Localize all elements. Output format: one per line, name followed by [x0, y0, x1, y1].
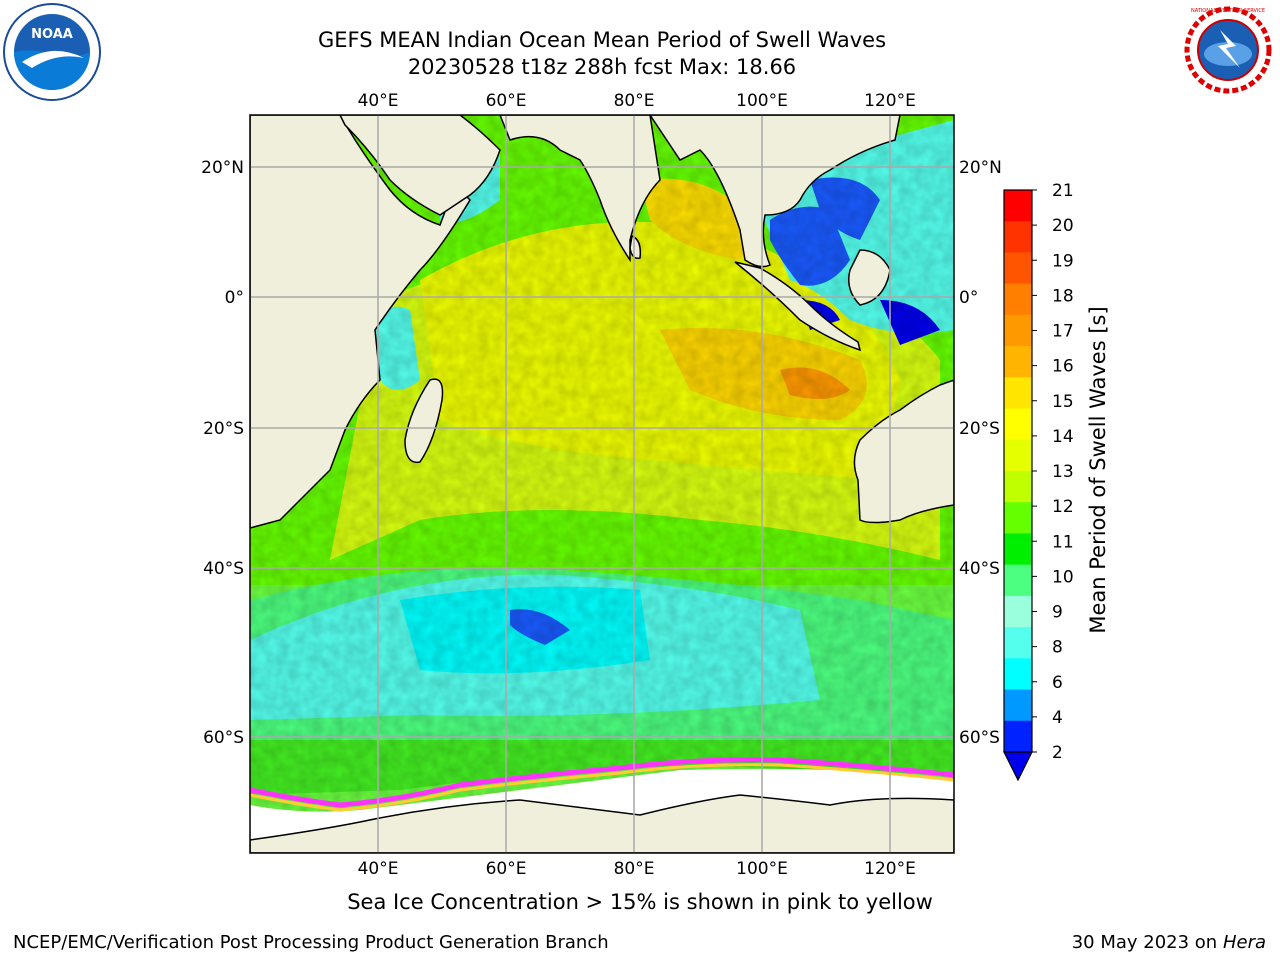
colorbar-swatch [1004, 595, 1032, 628]
colorbar-tick-label: 20 [1052, 216, 1074, 236]
colorbar-swatch [1004, 689, 1032, 722]
nws-logo-text: NATIONAL WEATHER SERVICE [1191, 8, 1265, 14]
colorbar-swatch [1004, 564, 1032, 597]
colorbar-extend-arrow [1003, 751, 1033, 782]
colorbar-tick-label: 18 [1052, 286, 1074, 306]
colorbar-tick-label: 11 [1052, 532, 1074, 552]
colorbar-tick-label: 12 [1052, 497, 1074, 517]
left-lat-label: 60°S [203, 728, 244, 748]
bottom-lon-label: 60°E [486, 859, 527, 879]
colorbar-swatch [1004, 346, 1032, 378]
colorbar-swatch [1004, 377, 1032, 410]
bottom-lon-label: 40°E [358, 859, 399, 879]
colorbar-tick-label: 2 [1052, 743, 1063, 763]
chart-title: GEFS MEAN Indian Ocean Mean Period of Sw… [317, 28, 887, 52]
top-lon-label: 100°E [736, 91, 788, 111]
colorbar-swatch [1004, 439, 1032, 472]
footer-date: 30 May 2023 on Hera [1072, 932, 1266, 953]
left-lat-label: 20°N [201, 158, 244, 178]
colorbar-swatch [1004, 252, 1032, 285]
noaa-logo: NOAA [3, 3, 101, 101]
noaa-logo-text: NOAA [31, 27, 73, 42]
left-lat-label: 40°S [203, 559, 244, 579]
colorbar-label: Mean Period of Swell Waves [s] [1086, 306, 1110, 633]
right-lat-label: 40°S [959, 559, 1000, 579]
colorbar-swatch [1004, 283, 1032, 316]
colorbar-swatch [1004, 533, 1032, 566]
sea-ice-note: Sea Ice Concentration > 15% is shown in … [347, 890, 933, 914]
colorbar-swatch [1004, 190, 1032, 222]
colorbar-tick-label: 8 [1052, 638, 1063, 658]
footer-credit: NCEP/EMC/Verification Post Processing Pr… [13, 932, 609, 953]
colorbar-swatch [1004, 720, 1032, 753]
colorbar-tick-label: 13 [1052, 462, 1074, 482]
colorbar: 21 20 19 18 17 16 15 14 13 12 11 10 9 8 6 4 2 [1003, 181, 1074, 782]
colorbar-tick-label: 17 [1052, 322, 1074, 342]
right-lat-label: 0° [959, 288, 978, 308]
colorbar-swatch [1004, 221, 1032, 253]
right-lat-label: 60°S [959, 728, 1000, 748]
left-lat-label: 20°S [203, 419, 244, 439]
footer-host: Hera [1222, 932, 1266, 953]
map-plot-area [250, 115, 954, 853]
colorbar-swatch [1004, 471, 1032, 503]
colorbar-tick-label: 9 [1052, 603, 1063, 623]
colorbar-tick-label: 4 [1052, 708, 1063, 728]
colorbar-swatch [1004, 658, 1032, 691]
chart-subtitle: 20230528 t18z 288h fcst Max: 18.66 [407, 55, 797, 79]
map-frame [249, 114, 955, 854]
colorbar-tick-label: 15 [1052, 392, 1074, 412]
colorbar-tick-label: 14 [1052, 427, 1074, 447]
left-lat-label: 0° [225, 288, 244, 308]
colorbar-swatch [1004, 502, 1032, 534]
top-lon-label: 40°E [358, 91, 399, 111]
bottom-lon-label: 120°E [864, 859, 916, 879]
colorbar-swatch [1004, 627, 1032, 659]
nws-logo: NATIONAL WEATHER SERVICE [1182, 4, 1274, 96]
footer-date-text: 30 May 2023 on [1071, 932, 1218, 953]
colorbar-swatch [1004, 408, 1032, 441]
colorbar-tick-label: 10 [1052, 567, 1074, 587]
top-lon-label: 60°E [486, 91, 527, 111]
colorbar-swatch [1004, 314, 1032, 347]
colorbar-tick-label: 19 [1052, 251, 1074, 271]
bottom-lon-label: 100°E [736, 859, 788, 879]
colorbar-tick-label: 21 [1052, 181, 1074, 201]
colorbar-tick-label: 16 [1052, 357, 1074, 377]
right-lat-label: 20°S [959, 419, 1000, 439]
right-lat-label: 20°N [959, 158, 1002, 178]
graticule [250, 115, 954, 853]
top-lon-label: 80°E [614, 91, 655, 111]
colorbar-tick-label: 6 [1052, 673, 1063, 693]
bottom-lon-label: 80°E [614, 859, 655, 879]
top-lon-label: 120°E [864, 91, 916, 111]
